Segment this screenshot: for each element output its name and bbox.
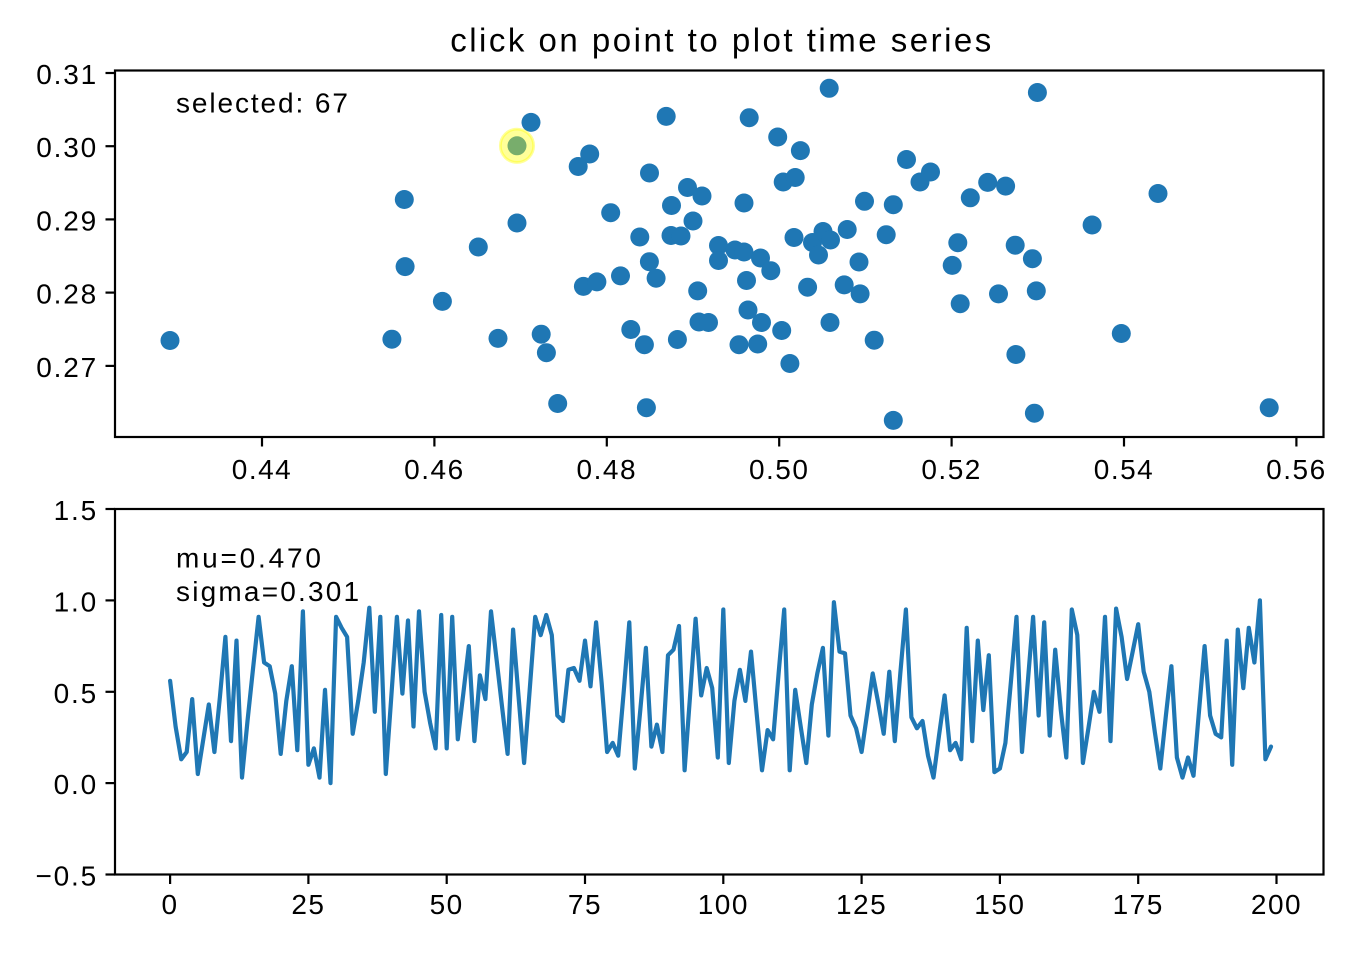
svg-text:0.0: 0.0 [54,769,98,800]
svg-text:0.27: 0.27 [36,352,98,383]
svg-text:1.5: 1.5 [54,495,98,526]
svg-text:0.54: 0.54 [1094,454,1155,485]
svg-text:125: 125 [836,889,887,920]
svg-text:mu=0.470: mu=0.470 [176,542,324,573]
svg-text:click on point to plot time se: click on point to plot time series [450,22,994,59]
svg-text:sigma=0.301: sigma=0.301 [176,576,361,607]
svg-text:0.31: 0.31 [36,59,98,90]
svg-text:150: 150 [974,889,1025,920]
svg-text:75: 75 [568,889,602,920]
svg-text:−0.5: −0.5 [36,861,98,892]
svg-text:175: 175 [1113,889,1164,920]
svg-text:0.52: 0.52 [921,454,982,485]
svg-text:100: 100 [698,889,749,920]
svg-text:0.30: 0.30 [36,132,98,163]
svg-text:0.48: 0.48 [577,454,638,485]
svg-text:0.29: 0.29 [36,205,98,236]
svg-text:25: 25 [291,889,325,920]
svg-text:selected: 67: selected: 67 [176,88,350,119]
svg-text:0.46: 0.46 [404,454,465,485]
svg-text:0.28: 0.28 [36,279,98,310]
svg-text:0: 0 [162,889,179,920]
svg-text:0.44: 0.44 [232,454,293,485]
svg-text:1.0: 1.0 [54,586,98,617]
svg-text:50: 50 [430,889,464,920]
svg-text:0.50: 0.50 [749,454,810,485]
svg-text:0.5: 0.5 [54,678,98,709]
svg-text:0.56: 0.56 [1266,454,1327,485]
svg-text:200: 200 [1251,889,1302,920]
